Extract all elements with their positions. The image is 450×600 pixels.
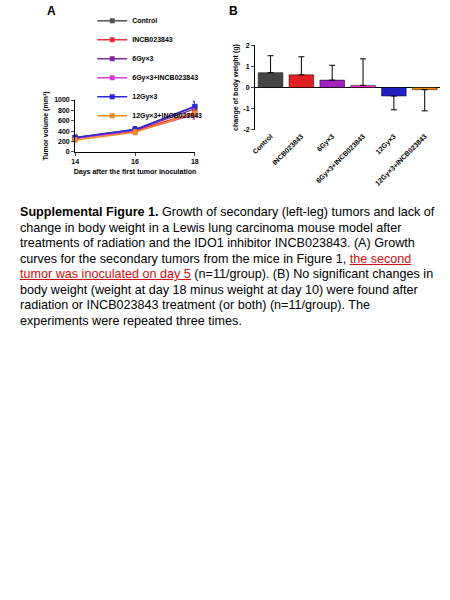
- svg-text:12Gy×3+INCB023843: 12Gy×3+INCB023843: [374, 133, 429, 188]
- svg-text:200: 200: [58, 138, 70, 145]
- svg-text:-2: -2: [244, 126, 250, 133]
- svg-text:Control: Control: [251, 133, 274, 156]
- svg-text:6Gy×3+INCB023843: 6Gy×3+INCB023843: [315, 133, 367, 185]
- svg-text:6Gy×3: 6Gy×3: [315, 133, 336, 154]
- svg-text:6Gy×3: 6Gy×3: [132, 55, 153, 63]
- svg-text:Days after the first tumor ino: Days after the first tumor inoculation: [74, 168, 197, 176]
- svg-text:12Gy×3+INCB023843: 12Gy×3+INCB023843: [132, 112, 202, 120]
- svg-text:600: 600: [58, 117, 70, 124]
- svg-text:800: 800: [58, 107, 70, 114]
- svg-text:18: 18: [191, 158, 199, 165]
- svg-text:INCB023843: INCB023843: [271, 133, 305, 167]
- svg-text:2: 2: [246, 42, 250, 49]
- svg-text:1: 1: [246, 63, 250, 70]
- svg-text:6Gy×3+INCB023843: 6Gy×3+INCB023843: [132, 74, 198, 82]
- svg-text:14: 14: [71, 158, 79, 165]
- svg-text:Tumor volume (mm³): Tumor volume (mm³): [42, 91, 50, 160]
- svg-text:INCB023843: INCB023843: [132, 36, 173, 43]
- svg-text:0: 0: [66, 148, 70, 155]
- html-text:Supplemental Figure 1. Growth: Supplemental Figure 1. Growth of seconda…: [20, 205, 435, 328]
- svg-text:16: 16: [131, 158, 139, 165]
- svg-text:12Gy×3: 12Gy×3: [132, 93, 157, 101]
- svg-text:B: B: [229, 4, 238, 18]
- svg-text:400: 400: [58, 128, 70, 135]
- svg-text:12Gy×3: 12Gy×3: [374, 133, 397, 156]
- svg-text:Control: Control: [132, 17, 157, 24]
- svg-text:change of body weight (g): change of body weight (g): [232, 44, 240, 131]
- svg-text:0: 0: [246, 84, 250, 91]
- svg-text:A: A: [47, 4, 56, 18]
- svg-text:1000: 1000: [54, 96, 70, 103]
- svg-text:-1: -1: [244, 105, 250, 112]
